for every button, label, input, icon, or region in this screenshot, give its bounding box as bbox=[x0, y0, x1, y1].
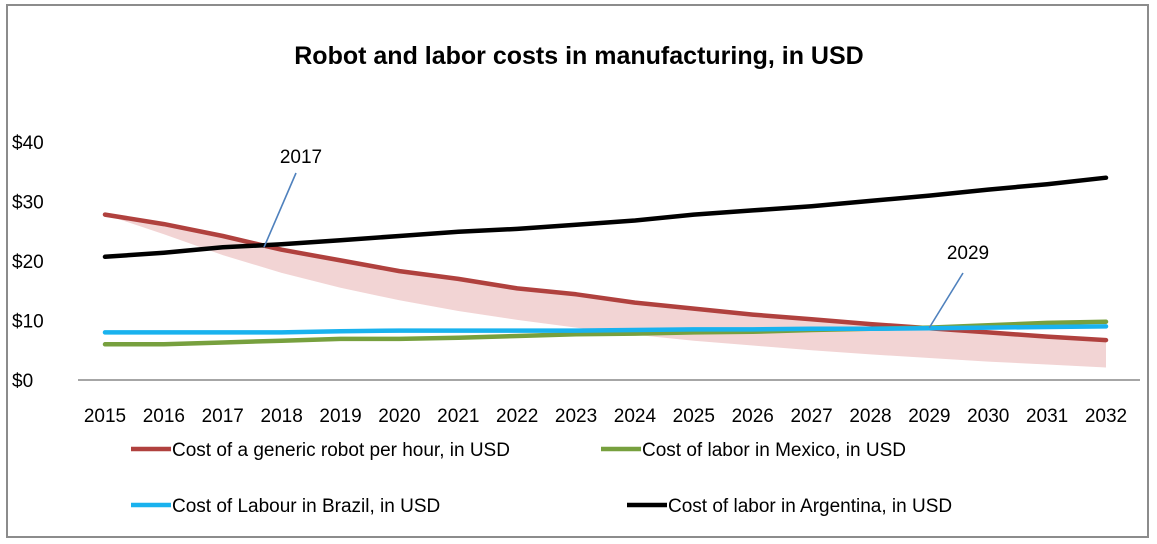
legend-item: Cost of labor in Mexico, in USD bbox=[601, 440, 906, 461]
axis-layer: $0 $10 $20 $30 $40 2015 2016 2017 2018 2019 2020 20… bbox=[12, 133, 1140, 427]
x-tick-label: 2027 bbox=[790, 406, 832, 427]
x-tick-label: 2017 bbox=[202, 406, 244, 427]
x-tick-label: 2024 bbox=[614, 406, 657, 427]
legend-item: Cost of Labour in Brazil, in USD bbox=[131, 496, 440, 517]
annotation-layer: 2017 2029 bbox=[263, 147, 989, 329]
series-layer bbox=[102, 175, 1109, 347]
x-tick-label: 2030 bbox=[967, 406, 1009, 427]
x-tick-label: 2020 bbox=[378, 406, 420, 427]
series-line-4 bbox=[102, 175, 1109, 260]
x-tick-label: 2032 bbox=[1085, 406, 1127, 427]
chart-title: Robot and labor costs in manufacturing, … bbox=[294, 42, 863, 70]
x-tick-label: 2031 bbox=[1026, 406, 1068, 427]
y-tick-label: $40 bbox=[12, 133, 44, 154]
x-tick-label: 2022 bbox=[496, 406, 538, 427]
x-tick-label: 2025 bbox=[673, 406, 715, 427]
annotation-pointer-line bbox=[928, 272, 964, 329]
y-tick-label: $30 bbox=[12, 193, 44, 214]
x-tick-label: 2018 bbox=[261, 406, 303, 427]
x-tick-label: 2029 bbox=[908, 406, 950, 427]
x-tick-label: 2028 bbox=[849, 406, 891, 427]
legend-label: Cost of labor in Argentina, in USD bbox=[668, 496, 952, 517]
legend-label: Cost of Labour in Brazil, in USD bbox=[172, 496, 440, 517]
annotation-label: 2029 bbox=[947, 243, 989, 264]
legend-label: Cost of labor in Mexico, in USD bbox=[642, 440, 906, 461]
annotation-label: 2017 bbox=[280, 147, 322, 168]
legend-label: Cost of a generic robot per hour, in USD bbox=[172, 440, 510, 461]
x-tick-label: 2016 bbox=[143, 406, 185, 427]
y-tick-label: $0 bbox=[12, 371, 33, 392]
x-tick-label: 2026 bbox=[732, 406, 774, 427]
x-tick-label: 2021 bbox=[437, 406, 479, 427]
confidence-band-layer bbox=[105, 214, 1106, 368]
legend-item: Cost of labor in Argentina, in USD bbox=[627, 496, 952, 517]
x-tick-label: 2023 bbox=[555, 406, 597, 427]
annotation-pointer-line bbox=[263, 172, 297, 248]
series-line-3 bbox=[102, 324, 1109, 335]
x-tick-label: 2015 bbox=[84, 406, 126, 427]
legend: Cost of a generic robot per hour, in USD… bbox=[131, 440, 952, 517]
y-tick-label: $10 bbox=[12, 312, 44, 333]
y-tick-label: $20 bbox=[12, 252, 44, 273]
robot-cost-shaded-band bbox=[105, 214, 1106, 368]
chart-frame bbox=[6, 4, 1149, 538]
legend-item: Cost of a generic robot per hour, in USD bbox=[131, 440, 510, 461]
x-tick-label: 2019 bbox=[319, 406, 361, 427]
